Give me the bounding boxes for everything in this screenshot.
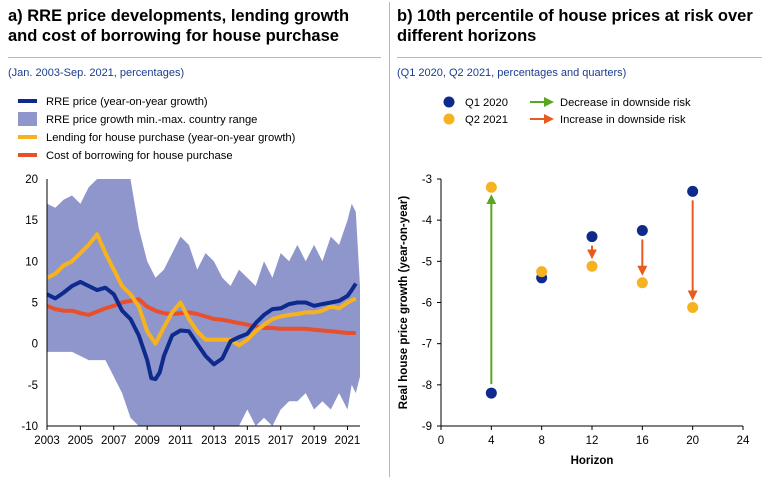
xtick-a-2011: 2011 [168, 435, 193, 447]
point-q1-2020-h12 [586, 231, 598, 243]
ytick-b--8: -8 [422, 380, 432, 392]
point-q2-2021-h8 [536, 266, 548, 278]
ytick-b--7: -7 [422, 339, 432, 351]
xtick-a-2017: 2017 [268, 435, 294, 447]
panel-b-title: b) 10th percentile of house prices at ri… [397, 6, 753, 46]
legend-label-2: Lending for house purchase (year-on-year… [46, 132, 296, 144]
chart-a: RRE price (year-on-year growth) RRE price… [18, 96, 361, 447]
y-axis-label: Real house price growth (year-on-year) [398, 196, 410, 410]
ytick-a--5: -5 [28, 380, 38, 392]
series-lending-growth-line [47, 232, 357, 348]
x-axis-label: Horizon [571, 455, 614, 467]
ytick-b--3: -3 [422, 174, 432, 186]
ytick-a-5: 5 [32, 298, 38, 310]
legend-dot-q1-2020 [443, 96, 455, 108]
panel-a-title-line2: and cost of borrowing for house purchase [8, 27, 339, 45]
title-divider-b [397, 57, 762, 58]
xtick-a-2013: 2013 [201, 435, 227, 447]
ytick-b--5: -5 [422, 256, 432, 268]
xtick-b-24: 24 [737, 435, 750, 447]
panel-b-subtitle: (Q1 2020, Q2 2021, percentages and quart… [397, 67, 627, 79]
legend-label-3: Cost of borrowing for house purchase [46, 150, 233, 162]
xtick-b-16: 16 [636, 435, 649, 447]
xtick-a-2005: 2005 [68, 435, 94, 447]
xtick-a-2021: 2021 [335, 435, 361, 447]
legend-label-1: RRE price growth min.-max. country range [46, 114, 257, 126]
legend-dot-q2-2021 [443, 113, 455, 125]
panel-b-title-line2: different horizons [397, 27, 537, 45]
series-cost-of-borrowing-line [47, 297, 356, 335]
panel-b-title-line1: b) 10th percentile of house prices at ri… [397, 7, 753, 25]
legend-swatch-1 [18, 112, 37, 126]
point-q1-2020-h20 [687, 185, 699, 197]
ytick-a-15: 15 [25, 215, 38, 227]
panel-a-title: a) RRE price developments, lending growt… [8, 6, 349, 46]
xtick-a-2015: 2015 [235, 435, 261, 447]
xtick-b-20: 20 [686, 435, 699, 447]
panel-divider [389, 2, 390, 477]
xtick-a-2003: 2003 [34, 435, 60, 447]
xtick-b-8: 8 [538, 435, 544, 447]
panel-a-title-line1: a) RRE price developments, lending growt… [8, 7, 350, 25]
xtick-a-2019: 2019 [301, 435, 327, 447]
point-q1-2020-h4 [485, 387, 497, 399]
legend-label-decrease: Decrease in downside risk [560, 97, 691, 109]
ytick-b--4: -4 [422, 215, 433, 227]
legend-label-increase: Increase in downside risk [560, 114, 686, 126]
xtick-a-2007: 2007 [101, 435, 127, 447]
series-rre-range-area [47, 179, 360, 426]
ytick-a-10: 10 [25, 256, 38, 268]
xtick-b-0: 0 [438, 435, 444, 447]
ytick-a--10: -10 [21, 421, 38, 433]
point-q2-2021-h16 [636, 277, 648, 289]
ytick-b--9: -9 [422, 421, 432, 433]
point-q1-2020-h16 [636, 224, 648, 236]
series-rre-price-line [47, 279, 358, 382]
legend-label-q2-2021: Q2 2021 [465, 114, 508, 126]
panel-a-subtitle: (Jan. 2003-Sep. 2021, percentages) [8, 67, 185, 79]
point-q2-2021-h12 [586, 260, 598, 272]
legend-label-q1-2020: Q1 2020 [465, 97, 508, 109]
point-q2-2021-h4 [485, 181, 497, 193]
xtick-b-12: 12 [586, 435, 599, 447]
ytick-a-20: 20 [25, 174, 38, 186]
title-divider-a [8, 57, 381, 58]
xtick-a-2009: 2009 [134, 435, 160, 447]
ytick-b--6: -6 [422, 298, 432, 310]
point-q2-2021-h20 [687, 301, 699, 313]
legend-label-0: RRE price (year-on-year growth) [46, 96, 208, 108]
ytick-a-0: 0 [32, 339, 38, 351]
xtick-b-4: 4 [488, 435, 495, 447]
